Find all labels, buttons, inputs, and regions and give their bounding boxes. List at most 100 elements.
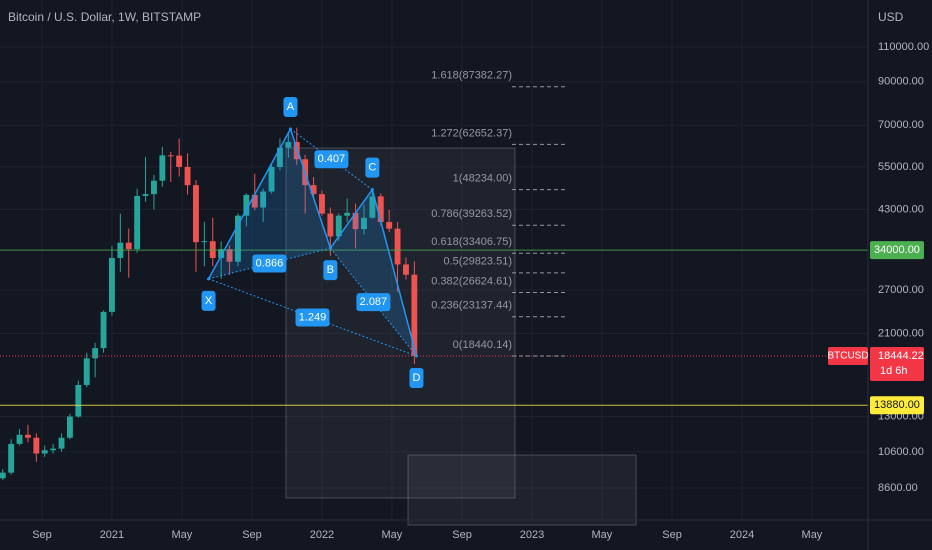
point-label: D — [412, 372, 420, 384]
point-badge — [409, 368, 424, 389]
candle-body — [0, 472, 6, 479]
candle-body — [277, 147, 283, 167]
grid — [0, 0, 868, 520]
ratio-label: 0.866 — [256, 257, 284, 269]
fib-label: 1.272(62652.37) — [431, 127, 512, 139]
candle-body — [33, 437, 40, 454]
point-label: A — [287, 101, 295, 113]
candle-body — [24, 434, 31, 438]
point-label: X — [205, 295, 213, 307]
price-line-label: 13880.00 — [874, 399, 920, 411]
x-tick-label: May — [802, 529, 823, 541]
y-tick-label: 27000.00 — [878, 284, 924, 296]
x-tick-label: May — [592, 529, 613, 541]
candle-body — [226, 249, 233, 262]
y-tick-label: 10600.00 — [878, 446, 924, 458]
candle-body — [50, 448, 57, 451]
candle-body — [344, 212, 351, 216]
candle-body — [251, 194, 258, 208]
candle-body — [260, 191, 267, 208]
x-tick-label: 2021 — [100, 529, 124, 541]
candle-body — [142, 194, 149, 196]
price-line-badge — [870, 241, 924, 260]
candle-body — [134, 195, 141, 250]
candle-body — [209, 241, 216, 258]
point-badge — [365, 157, 380, 178]
x-tick-label: 2024 — [730, 529, 754, 541]
fib-label: 0.236(23137.44) — [431, 300, 512, 312]
x-tick-label: Sep — [32, 529, 52, 541]
candle-body — [201, 241, 208, 243]
chart-title: Bitcoin / U.S. Dollar, 1W, BITSTAMP — [8, 10, 201, 24]
pattern-fill — [208, 128, 331, 279]
pattern-point — [414, 354, 418, 358]
candle-body — [319, 194, 325, 214]
candle-body — [411, 274, 418, 357]
candle-body — [386, 222, 393, 229]
fib-label: 0.5(29823.51) — [444, 256, 513, 268]
ratio-badge — [356, 293, 391, 312]
y-tick-label: 55000.00 — [878, 161, 924, 173]
y-tick-label: 21000.00 — [878, 327, 924, 339]
candle-body — [167, 155, 174, 157]
ratio-badge — [295, 308, 330, 327]
point-label: B — [327, 264, 334, 276]
drawing-box — [407, 454, 637, 526]
candle-body — [92, 348, 99, 359]
symbol-label: BTCUSD — [827, 351, 868, 362]
candle-body — [243, 194, 250, 216]
candle-body — [100, 311, 107, 349]
fib-label: 0.618(33406.75) — [431, 236, 512, 248]
candle-body — [361, 217, 367, 230]
fib-label: 0.786(39263.52) — [431, 208, 512, 220]
fib-label: 0(18440.14) — [453, 339, 512, 351]
y-tick-label: 90000.00 — [878, 76, 924, 88]
pattern-point — [370, 188, 374, 192]
candle-body — [218, 249, 225, 258]
axis-unit: USD — [878, 10, 904, 24]
candle-body — [327, 213, 334, 237]
candle-body — [176, 155, 183, 167]
x-tick-label: Sep — [242, 529, 262, 541]
x-tick-label: May — [171, 529, 192, 541]
last-price-badge — [870, 347, 924, 382]
candle-body — [268, 166, 275, 192]
candle-body — [193, 185, 199, 243]
ratio-badge — [314, 150, 349, 169]
candle-body — [235, 215, 241, 262]
candle-body — [83, 358, 90, 385]
price-line-badge — [870, 396, 924, 415]
point-badge — [283, 96, 298, 117]
pattern-point — [288, 127, 292, 131]
candle-body — [293, 142, 300, 160]
pattern-fill — [330, 189, 417, 357]
candle-body — [377, 196, 384, 223]
last-price-label: 18444.22 — [878, 350, 924, 362]
ratio-badge — [252, 254, 287, 273]
candle-body — [310, 185, 317, 195]
point-badge — [201, 290, 216, 311]
candle-body — [151, 180, 157, 195]
candle-body — [16, 434, 23, 444]
y-tick-label: 43000.00 — [878, 203, 924, 215]
x-tick-label: Sep — [452, 529, 472, 541]
fib-label: 0.382(26624.61) — [431, 275, 512, 287]
candle-body — [41, 450, 48, 454]
pattern-ratio-line — [290, 128, 373, 191]
candle-body — [285, 142, 292, 148]
pattern-point — [207, 277, 211, 281]
candle-body — [66, 416, 73, 438]
symbol-badge — [828, 347, 868, 366]
point-badge — [323, 260, 338, 281]
fib-label: 1(48234.00) — [453, 173, 512, 185]
candle-body — [369, 196, 376, 218]
x-tick-label: 2022 — [310, 529, 334, 541]
candle-body — [159, 155, 166, 181]
candle-body — [58, 437, 65, 449]
countdown-label: 1d 6h — [880, 365, 908, 377]
ratio-label: 1.249 — [299, 311, 327, 323]
candle-body — [75, 384, 82, 417]
ratio-label: 0.407 — [318, 153, 346, 165]
pattern-ratio-line — [208, 247, 331, 280]
